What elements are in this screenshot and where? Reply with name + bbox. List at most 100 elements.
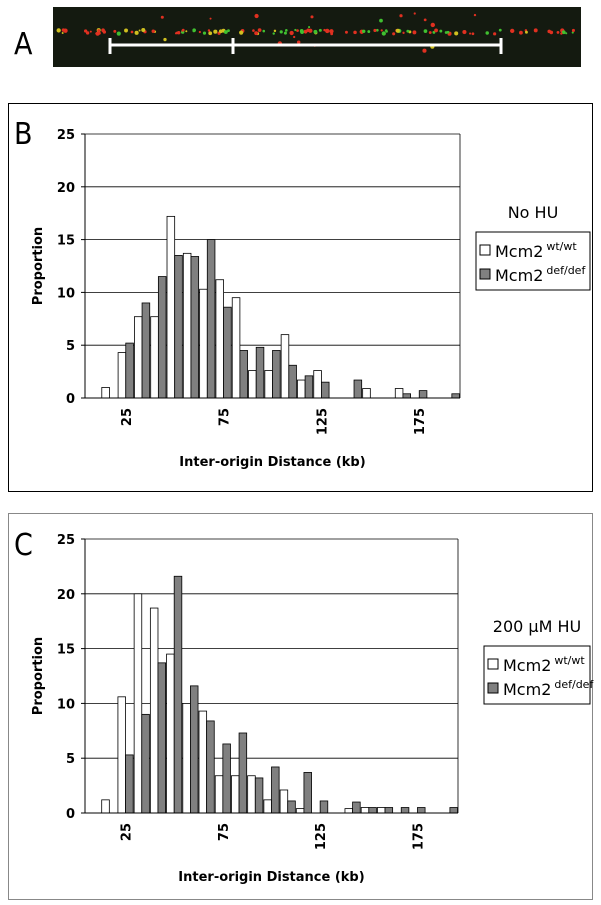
- bar: [394, 388, 404, 399]
- fiber-dot: [485, 31, 489, 35]
- fiber-dot: [556, 31, 560, 34]
- bar: [247, 775, 256, 814]
- bar: [400, 807, 410, 814]
- fiber-dot: [134, 30, 139, 35]
- fiber-dot: [208, 31, 213, 36]
- fiber-dot: [379, 18, 383, 23]
- y-tick-label: 20: [57, 181, 75, 196]
- y-axis-title: Proportion: [31, 227, 46, 305]
- y-tick-label: 10: [57, 697, 75, 712]
- bar: [198, 710, 208, 814]
- fiber-dot: [454, 31, 459, 36]
- fiber-dot: [279, 30, 283, 34]
- x-tick-label: 125: [314, 823, 329, 850]
- x-tick-label: 175: [413, 408, 428, 435]
- bar: [157, 276, 167, 399]
- fiber-dot: [296, 40, 301, 44]
- fiber-dots: [56, 12, 575, 53]
- legend-name: Mcm2: [495, 242, 543, 261]
- legend-name: Mcm2: [503, 680, 551, 699]
- bar: [125, 342, 134, 399]
- bar: [264, 370, 273, 399]
- y-tick-label: 10: [57, 286, 75, 301]
- fiber-dot: [227, 29, 230, 33]
- bar: [288, 364, 297, 399]
- bar: [190, 685, 199, 814]
- bar: [376, 807, 386, 814]
- bar: [133, 593, 143, 814]
- fiber-dot: [313, 29, 318, 34]
- bar: [368, 807, 377, 814]
- fiber-dot: [300, 30, 304, 35]
- bar: [295, 808, 305, 814]
- bar: [222, 743, 231, 814]
- fiber-dot: [163, 37, 167, 42]
- bar: [360, 807, 370, 814]
- fiber-dot: [262, 29, 266, 33]
- fiber-dot: [116, 31, 121, 36]
- fiber-dot: [353, 30, 357, 35]
- bar: [352, 801, 361, 814]
- legend-title: No HU: [508, 203, 559, 222]
- fiber-dot: [498, 28, 502, 32]
- fiber-dot: [446, 30, 450, 34]
- fiber-dot: [375, 28, 379, 32]
- legend-label: Mcm2 def/def: [495, 264, 586, 285]
- y-tick-label: 5: [66, 752, 75, 767]
- fiber-dot: [273, 29, 277, 33]
- fiber-dot: [380, 29, 383, 32]
- legend-superscript: wt/wt: [554, 654, 585, 667]
- x-axis-title: Inter-origin Distance (kb): [179, 455, 365, 470]
- fiber-dot: [565, 32, 568, 35]
- fiber-dot: [493, 32, 497, 36]
- fiber-dot: [239, 30, 244, 35]
- bar: [313, 370, 322, 399]
- fiber-dot: [151, 29, 155, 33]
- bar: [166, 215, 176, 399]
- fiber-dot: [290, 31, 293, 34]
- fiber-dot: [439, 29, 443, 33]
- fiber-dot: [130, 30, 134, 34]
- fiber-dot: [293, 35, 296, 39]
- legend-name: Mcm2: [503, 656, 551, 675]
- fiber-dot: [223, 30, 228, 34]
- fiber-dot: [294, 28, 297, 32]
- bar: [417, 807, 426, 814]
- fiber-dot: [213, 29, 218, 34]
- fiber-dot: [83, 29, 88, 33]
- x-axis-title: Inter-origin Distance (kb): [178, 870, 364, 885]
- panel-frame: [8, 513, 593, 900]
- fiber-dot: [209, 17, 212, 20]
- y-tick-label: 20: [57, 588, 75, 603]
- bar: [238, 732, 248, 814]
- fiber-dot: [308, 26, 311, 29]
- fiber-dot: [423, 18, 427, 22]
- bar: [353, 379, 363, 399]
- fiber-dot: [124, 28, 128, 33]
- bar: [214, 775, 224, 814]
- fiber-dot: [102, 30, 107, 34]
- fiber-dot: [571, 28, 575, 32]
- bar: [141, 713, 150, 814]
- bar: [117, 696, 126, 814]
- legend-superscript: def/def: [554, 678, 594, 691]
- bar: [321, 381, 330, 399]
- x-tick-label: 75: [218, 408, 233, 426]
- bar: [304, 375, 314, 399]
- legend-name: Mcm2: [495, 266, 543, 285]
- bar: [157, 662, 167, 814]
- fiber-dot: [202, 31, 207, 35]
- bar: [215, 279, 224, 399]
- x-tick-label: 25: [120, 408, 135, 426]
- fiber-dot: [430, 22, 435, 28]
- scale-bar: [108, 38, 503, 54]
- fiber-dot: [175, 31, 179, 35]
- fiber-dot: [406, 29, 410, 33]
- bar: [280, 334, 290, 399]
- fiber-dot: [571, 31, 574, 34]
- bar: [199, 288, 208, 399]
- bar: [272, 350, 281, 399]
- bar: [182, 703, 191, 814]
- fiber-dot: [198, 30, 201, 34]
- y-tick-label: 5: [66, 339, 75, 354]
